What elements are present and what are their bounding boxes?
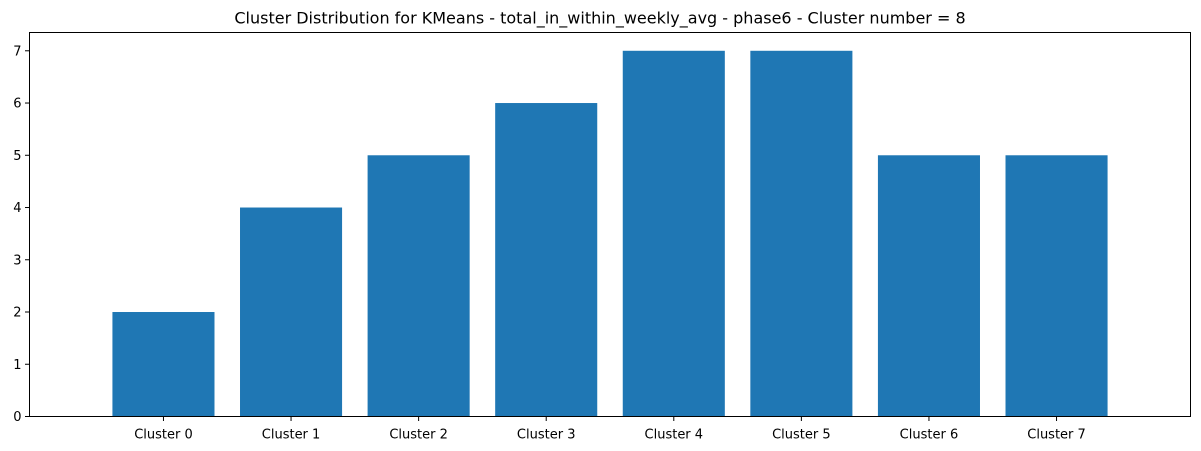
bars-group: [112, 50, 1108, 417]
y-tick-label: 0: [13, 410, 21, 425]
x-tick-label: Cluster 2: [389, 428, 448, 443]
y-tick-label: 1: [13, 358, 21, 373]
y-tick-label: 6: [13, 97, 21, 112]
bar-cluster-4: [622, 50, 725, 417]
x-tick-label: Cluster 5: [772, 428, 831, 443]
x-tick-label: Cluster 7: [1027, 428, 1086, 443]
x-tick-label: Cluster 1: [262, 428, 321, 443]
bar-cluster-1: [240, 207, 343, 417]
bar-cluster-0: [112, 312, 215, 417]
bar-cluster-7: [1005, 155, 1108, 417]
y-tick-label: 7: [13, 44, 21, 59]
bar-cluster-2: [367, 155, 470, 417]
x-tick-label: Cluster 0: [134, 428, 193, 443]
x-tick-label: Cluster 6: [900, 428, 959, 443]
bar-cluster-3: [495, 103, 598, 417]
x-axis: Cluster 0 Cluster 1 Cluster 2 Cluster 3 Clus…: [134, 416, 1086, 443]
x-tick-label: Cluster 3: [517, 428, 576, 443]
x-tick-label: Cluster 4: [645, 428, 704, 443]
y-tick-label: 4: [13, 201, 21, 216]
y-tick-label: 2: [13, 306, 21, 321]
y-axis: 0 1 2 3 4 5 6 7: [13, 44, 30, 425]
y-tick-label: 5: [13, 149, 21, 164]
plot-frame: [29, 32, 1191, 417]
y-tick-label: 3: [13, 253, 21, 268]
chart-title: Cluster Distribution for KMeans - total_…: [234, 9, 965, 29]
bar-cluster-6: [877, 155, 980, 417]
bar-cluster-5: [750, 50, 853, 417]
